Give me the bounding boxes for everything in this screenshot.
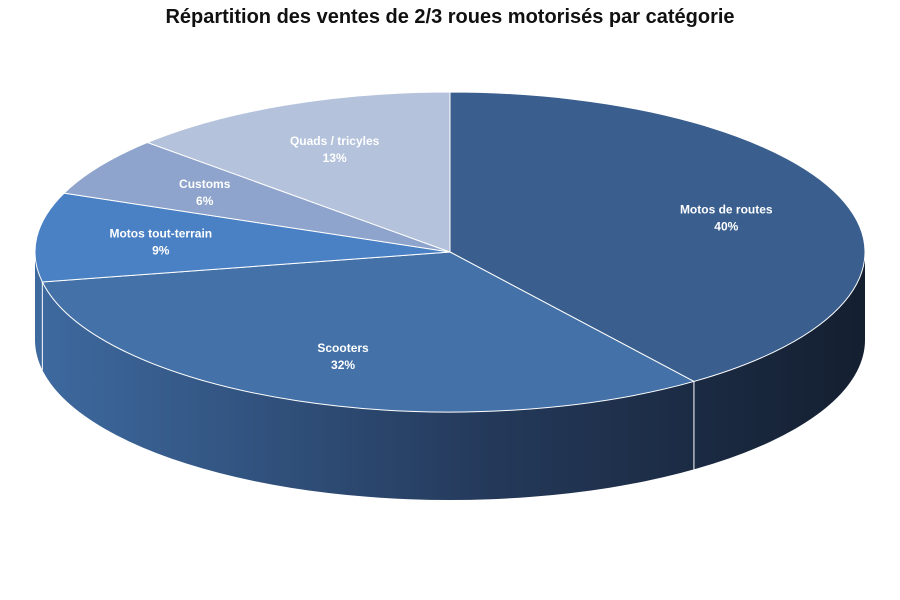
slice-value-motos-de-routes: 40% (714, 219, 738, 233)
chart-title: Répartition des ventes de 2/3 roues moto… (165, 6, 735, 28)
slice-quads-tricyles (146, 91, 451, 253)
slice-label-quads-tricyles: Quads / tricyles (290, 134, 380, 148)
slice-value-customs: 6% (196, 194, 214, 208)
pie-sides (35, 252, 865, 500)
slice-customs (63, 141, 451, 253)
slice-motos-de-routes (449, 91, 866, 382)
pie-slices (34, 91, 866, 413)
slice-value-quads-tricyles: 13% (323, 151, 347, 165)
slice-label-scooters: Scooters (317, 341, 369, 355)
slice-scooters (41, 251, 696, 413)
slice-value-motos-tout-terrain: 9% (152, 243, 170, 257)
pie-side-wall (35, 252, 865, 500)
slice-value-scooters: 32% (331, 358, 355, 372)
slice-motos-tout-terrain (34, 192, 451, 283)
slice-label-motos-tout-terrain: Motos tout-terrain (109, 226, 212, 240)
slice-label-customs: Customs (179, 177, 231, 191)
slice-label-motos-de-routes: Motos de routes (680, 202, 773, 216)
pie-labels: Motos de routes 40% Scooters 32% Motos tout-… (109, 134, 772, 372)
